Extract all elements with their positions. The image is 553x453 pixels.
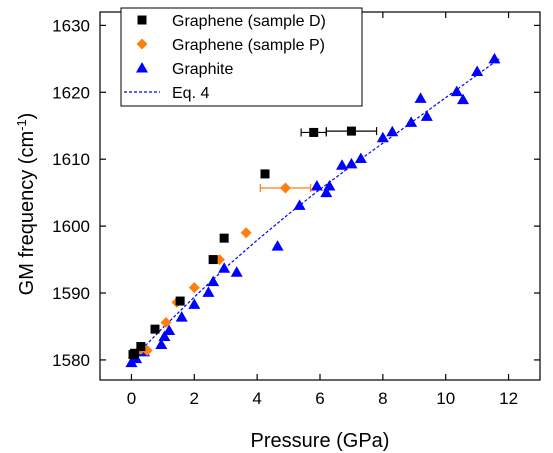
- x-axis-title: Pressure (GPa): [251, 430, 390, 452]
- graphene-sample-p-point: [240, 227, 252, 239]
- graphene-sample-d-point: [150, 324, 160, 334]
- graphite-point: [155, 338, 168, 350]
- graphene-sample-d-point: [309, 127, 319, 137]
- legend-marker-graphite: [136, 62, 148, 73]
- legend-label-graphene-sample-d: Graphene (sample D): [172, 13, 326, 30]
- y-axis-title-sup: -1: [14, 119, 29, 131]
- y-tick-label: 1620: [52, 83, 90, 102]
- legend-label-eq-4: Eq. 4: [172, 85, 209, 102]
- graphite-point: [175, 311, 188, 322]
- graphene-sample-p-point: [188, 282, 200, 294]
- graphite-point: [207, 275, 220, 287]
- x-tick-label: 12: [499, 389, 518, 408]
- graphite-point: [405, 116, 418, 127]
- graphite-point: [386, 125, 399, 137]
- graphene-sample-d-point: [346, 126, 356, 136]
- y-axis-title-main: GM frequency (cm: [16, 131, 38, 295]
- graphite-point: [163, 324, 176, 335]
- y-tick-label: 1630: [52, 16, 90, 35]
- graphene-sample-d-point: [219, 233, 229, 243]
- x-tick-label: 4: [252, 389, 261, 408]
- graphite-point: [188, 298, 201, 309]
- graphite-point: [420, 110, 433, 121]
- y-tick-label: 1600: [52, 217, 90, 236]
- y-tick-label: 1610: [52, 150, 90, 169]
- graphite-point: [345, 157, 358, 169]
- tick-layer: 0 2 4 6 8 10 12 1580 1590 1600 1610 1620 1630: [52, 12, 540, 408]
- graphite-point: [488, 52, 501, 64]
- legend-marker-graphene-sample-p: [136, 38, 148, 50]
- graphite-point: [230, 266, 243, 277]
- graphite-point: [310, 179, 323, 191]
- graphite-point: [202, 286, 215, 297]
- graphite-point: [293, 199, 306, 210]
- graphene-sample-d-point: [130, 348, 140, 358]
- x-tick-label: 10: [436, 389, 455, 408]
- x-tick-label: 2: [190, 389, 199, 408]
- graphite-point: [354, 152, 367, 164]
- y-axis-title: GM frequency (cm-1): [14, 113, 38, 296]
- graphite-point: [323, 179, 336, 191]
- legend-marker-graphene-sample-d: [137, 15, 147, 25]
- y-tick-label: 1590: [52, 284, 90, 303]
- legend: Graphene (sample D) Graphene (sample P) Gr…: [120, 7, 363, 107]
- graphene-sample-p-point: [160, 316, 172, 328]
- graphite-point: [414, 92, 427, 103]
- x-tick-label: 0: [127, 389, 136, 408]
- legend-box: [120, 7, 363, 107]
- graphene-sample-d-point: [208, 255, 218, 265]
- graphene-sample-d-point: [175, 296, 185, 306]
- x-tick-label: 6: [315, 389, 324, 408]
- graphene-sample-d-point: [136, 342, 146, 352]
- graphite-point: [271, 240, 284, 251]
- graphite-point: [218, 262, 231, 273]
- graphene-sample-d-point: [260, 169, 270, 179]
- legend-label-graphite: Graphite: [172, 61, 233, 78]
- graphene-sample-p-point: [279, 182, 291, 194]
- graphite-point: [457, 93, 469, 105]
- graphite-point: [158, 330, 171, 342]
- x-tick-label: 8: [378, 389, 387, 408]
- graphite-point: [450, 85, 463, 97]
- graphite-point: [336, 159, 348, 170]
- marker-layer: [125, 52, 501, 368]
- y-tick-label: 1580: [52, 351, 90, 370]
- graphite-point: [376, 131, 389, 143]
- y-axis-title-close: ): [16, 113, 38, 120]
- legend-label-graphene-sample-p: Graphene (sample P): [172, 37, 325, 54]
- graphite-point: [320, 186, 333, 198]
- graphite-point: [471, 65, 484, 77]
